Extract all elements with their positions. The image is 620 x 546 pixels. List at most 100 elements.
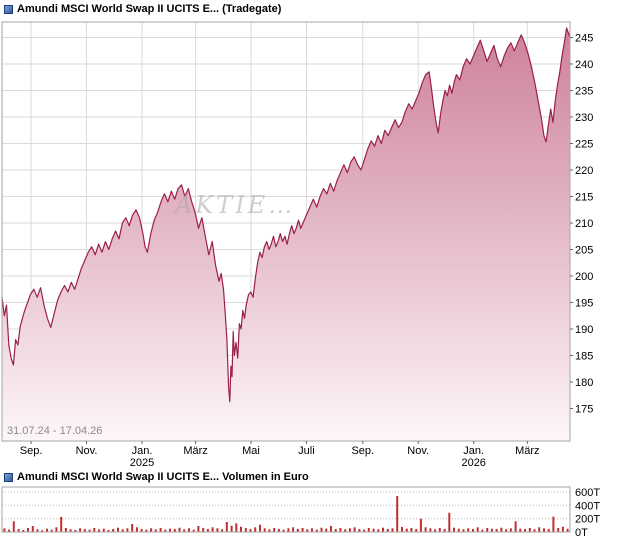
volume-bar: [424, 527, 427, 532]
volume-bar: [117, 527, 119, 532]
volume-bar: [3, 528, 6, 532]
volume-bar: [159, 528, 162, 532]
volume-y-tick-label: 400T: [575, 500, 600, 512]
volume-bar: [301, 528, 304, 532]
volume-bar: [60, 517, 63, 532]
volume-bar: [500, 527, 503, 532]
volume-bar: [50, 529, 53, 532]
y-tick-label: 185: [575, 351, 593, 363]
x-tick-label: Nov.: [76, 445, 98, 457]
volume-bar: [557, 528, 560, 532]
volume-chart-title: Amundi MSCI World Swap II UCITS E... Vol…: [17, 471, 309, 483]
volume-bar: [216, 528, 219, 532]
volume-bar: [22, 530, 25, 532]
y-tick-label: 235: [575, 86, 593, 98]
volume-bar: [339, 528, 342, 532]
volume-plot-border: [1, 486, 571, 533]
x-tick-year-label: 2025: [130, 457, 154, 469]
volume-bar: [164, 529, 167, 532]
volume-bar: [519, 528, 522, 532]
volume-bar: [287, 528, 290, 532]
price-area-fill: [2, 28, 570, 441]
volume-bar: [121, 529, 124, 532]
volume-bar: [273, 528, 276, 532]
volume-bar: [306, 529, 309, 532]
volume-bar: [462, 529, 465, 532]
volume-bar: [429, 528, 432, 532]
volume-bar: [140, 529, 143, 532]
volume-y-tick-label: 600T: [575, 487, 600, 499]
x-tick-label: Juli: [298, 445, 315, 457]
y-tick-label: 205: [575, 245, 593, 257]
volume-bar: [543, 528, 545, 532]
volume-bar: [126, 528, 129, 532]
volume-bar: [372, 528, 375, 532]
x-tick-label: Sep.: [351, 445, 374, 457]
y-tick-label: 240: [575, 59, 593, 71]
x-tick-label: Sep.: [20, 445, 43, 457]
volume-bar: [36, 529, 39, 532]
volume-bar: [505, 529, 508, 532]
volume-bar: [173, 529, 176, 532]
chart-type-icon: [4, 472, 13, 482]
volume-bar: [107, 530, 110, 532]
volume-bar: [17, 529, 20, 532]
y-tick-label: 195: [575, 298, 593, 310]
volume-bar: [135, 527, 138, 532]
volume-bar: [79, 528, 82, 532]
x-tick-label: März: [515, 445, 539, 457]
x-tick-label: Jan.: [463, 445, 484, 457]
volume-bar: [410, 528, 413, 532]
volume-bar: [495, 529, 498, 532]
volume-bar: [538, 527, 541, 532]
volume-bar: [211, 527, 214, 532]
volume-bar: [74, 530, 77, 532]
volume-gridlines: [2, 491, 570, 520]
price-axis-labels: 245 240 235 230 225 220 215 210 205 200 195 190 185 1…: [20, 33, 594, 470]
volume-bar: [83, 529, 86, 532]
watermark-text: AKTIE…: [173, 191, 295, 219]
y-tick-label: 210: [575, 218, 593, 230]
volume-bar: [438, 528, 441, 532]
volume-bar: [472, 529, 474, 532]
volume-bar: [64, 528, 67, 532]
volume-bar: [396, 496, 399, 532]
volume-bar: [296, 529, 299, 532]
volume-chart-header: Amundi MSCI World Swap II UCITS E... Vol…: [4, 471, 309, 483]
volume-bar: [457, 528, 460, 532]
volume-bar: [320, 527, 323, 532]
y-tick-label: 175: [575, 404, 593, 416]
volume-bar: [415, 529, 418, 532]
volume-bar: [88, 529, 91, 532]
volume-bar: [282, 529, 285, 532]
volume-bar: [448, 512, 451, 532]
x-tick-year-label: 2026: [461, 457, 485, 469]
volume-bar: [434, 529, 437, 532]
volume-bar: [93, 528, 96, 532]
volume-bar: [566, 528, 569, 532]
volume-bar: [188, 528, 190, 532]
volume-bar: [453, 527, 455, 532]
volume-bar: [334, 529, 337, 532]
volume-bar: [476, 527, 479, 532]
volume-bar: [259, 524, 261, 532]
x-tick-label: Nov.: [407, 445, 429, 457]
volume-bar: [240, 526, 242, 532]
volume-bar: [386, 529, 389, 532]
volume-bar: [292, 527, 295, 532]
y-tick-label: 190: [575, 324, 593, 336]
volume-bar: [419, 518, 422, 532]
volume-bar: [225, 522, 228, 532]
volume-bar: [277, 529, 280, 532]
volume-bar: [533, 529, 536, 532]
y-tick-label: 200: [575, 271, 593, 283]
x-tick-label: März: [183, 445, 207, 457]
price-chart-title: Amundi MSCI World Swap II UCITS E... (Tr…: [17, 3, 282, 15]
volume-bar: [69, 529, 72, 532]
volume-bar: [178, 527, 181, 532]
volume-bar: [244, 528, 247, 532]
price-plot-border: [1, 21, 571, 442]
volume-bar: [401, 527, 403, 532]
volume-bar: [197, 526, 200, 532]
